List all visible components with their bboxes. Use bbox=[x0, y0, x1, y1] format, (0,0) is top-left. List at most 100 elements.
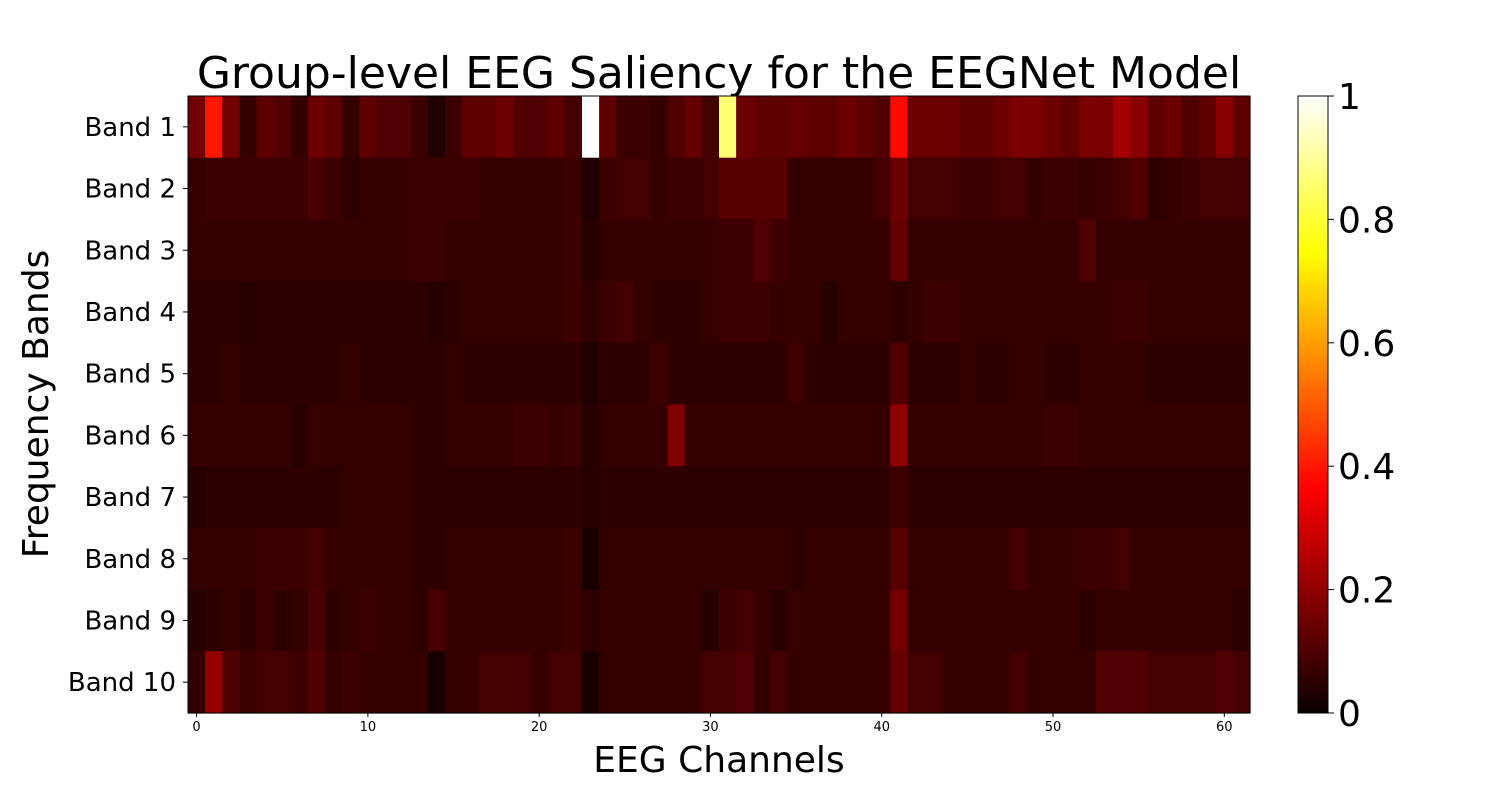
heatmap-cell bbox=[444, 219, 463, 282]
heatmap-cell bbox=[325, 157, 343, 220]
heatmap-cell bbox=[1112, 96, 1131, 159]
heatmap-cell bbox=[838, 466, 857, 529]
heatmap-cell bbox=[856, 589, 874, 652]
heatmap-cell bbox=[513, 466, 532, 529]
heatmap-cell bbox=[1130, 342, 1148, 406]
heatmap-cell bbox=[325, 466, 343, 529]
heatmap-cell bbox=[239, 96, 258, 159]
heatmap-cell bbox=[1044, 157, 1063, 220]
heatmap-cell bbox=[547, 219, 566, 282]
heatmap-cell bbox=[205, 651, 223, 714]
heatmap-cell bbox=[787, 96, 806, 159]
heatmap-cell bbox=[239, 219, 258, 282]
heatmap-cell bbox=[513, 342, 532, 406]
heatmap-cell bbox=[513, 589, 532, 652]
heatmap-cell bbox=[1112, 219, 1131, 282]
heatmap-cell bbox=[239, 342, 258, 406]
heatmap-cell bbox=[1147, 219, 1165, 282]
heatmap-cell bbox=[1095, 651, 1114, 714]
heatmap-cell bbox=[1232, 281, 1251, 344]
heatmap-cell bbox=[547, 651, 566, 714]
heatmap-cell bbox=[427, 527, 446, 591]
heatmap-cell bbox=[273, 589, 292, 652]
heatmap-cell bbox=[239, 651, 258, 714]
heatmap-cell bbox=[1198, 404, 1217, 467]
heatmap-cell bbox=[410, 219, 429, 282]
heatmap-cell bbox=[599, 96, 617, 159]
heatmap-cell bbox=[462, 527, 480, 591]
heatmap-cell bbox=[736, 527, 754, 591]
heatmap-cell bbox=[719, 589, 737, 652]
heatmap-cell bbox=[873, 157, 891, 220]
heatmap-cell bbox=[1147, 157, 1165, 220]
heatmap-cell bbox=[838, 527, 857, 591]
heatmap-cell bbox=[958, 651, 977, 714]
heatmap-cell bbox=[462, 281, 480, 344]
heatmap-cell bbox=[1095, 96, 1114, 159]
heatmap-cell bbox=[787, 589, 806, 652]
heatmap-cell bbox=[787, 342, 806, 406]
heatmap-cell bbox=[188, 219, 206, 282]
heatmap-cell bbox=[907, 342, 926, 406]
heatmap-cell bbox=[222, 651, 240, 714]
heatmap-cell bbox=[1198, 342, 1217, 406]
heatmap-cell bbox=[890, 527, 909, 591]
heatmap-cell bbox=[581, 342, 600, 406]
heatmap-cell bbox=[821, 527, 840, 591]
heatmap-cell bbox=[496, 219, 515, 282]
heatmap-cell bbox=[719, 219, 737, 282]
heatmap-cell bbox=[650, 589, 669, 652]
heatmap-cell bbox=[547, 527, 566, 591]
heatmap-cell bbox=[1112, 281, 1131, 344]
heatmap-cell bbox=[736, 96, 754, 159]
heatmap-cell bbox=[307, 466, 326, 529]
heatmap-cell bbox=[667, 404, 686, 467]
heatmap-cell bbox=[736, 281, 754, 344]
heatmap-cell bbox=[821, 96, 840, 159]
heatmap-cell bbox=[770, 466, 789, 529]
heatmap-cell bbox=[993, 404, 1011, 467]
heatmap-cell bbox=[958, 281, 977, 344]
heatmap-cell bbox=[256, 589, 275, 652]
heatmap-cell bbox=[479, 404, 497, 467]
heatmap-cell bbox=[256, 157, 275, 220]
heatmap-cell bbox=[1010, 527, 1028, 591]
heatmap-cell bbox=[1198, 219, 1217, 282]
heatmap-cell bbox=[873, 651, 891, 714]
heatmap-cell bbox=[975, 96, 994, 159]
heatmap-cell bbox=[1215, 281, 1234, 344]
heatmap-cell bbox=[924, 651, 943, 714]
heatmap-cell bbox=[1010, 281, 1028, 344]
heatmap-cell bbox=[993, 527, 1011, 591]
heatmap-cell bbox=[1061, 527, 1080, 591]
heatmap-cell bbox=[1232, 404, 1251, 467]
heatmap-cell bbox=[633, 219, 652, 282]
heatmap-cell bbox=[633, 404, 652, 467]
heatmap-cell bbox=[941, 651, 960, 714]
heatmap-cell bbox=[513, 527, 532, 591]
heatmap-cell bbox=[1164, 651, 1183, 714]
heatmap-cell bbox=[342, 342, 360, 406]
heatmap-cell bbox=[427, 96, 446, 159]
heatmap-cell bbox=[342, 651, 360, 714]
heatmap-cell bbox=[1010, 157, 1028, 220]
heatmap-cell bbox=[376, 342, 395, 406]
heatmap-cell bbox=[1010, 342, 1028, 406]
heatmap-cell bbox=[188, 157, 206, 220]
heatmap-cell bbox=[205, 342, 223, 406]
heatmap-cell bbox=[1147, 589, 1165, 652]
heatmap-cell bbox=[256, 651, 275, 714]
heatmap-cell bbox=[307, 157, 326, 220]
heatmap-cell bbox=[273, 342, 292, 406]
heatmap-cell bbox=[650, 527, 669, 591]
heatmap-cell bbox=[975, 404, 994, 467]
heatmap-cell bbox=[1027, 219, 1046, 282]
heatmap-cell bbox=[393, 404, 412, 467]
heatmap-cell bbox=[530, 96, 549, 159]
heatmap-cell bbox=[256, 466, 275, 529]
x-tick-label: 20 bbox=[531, 720, 548, 735]
y-tick-label: Band 7 bbox=[84, 483, 176, 513]
heatmap-cell bbox=[1010, 589, 1028, 652]
heatmap-cell bbox=[770, 342, 789, 406]
heatmap-cell bbox=[1078, 342, 1097, 406]
